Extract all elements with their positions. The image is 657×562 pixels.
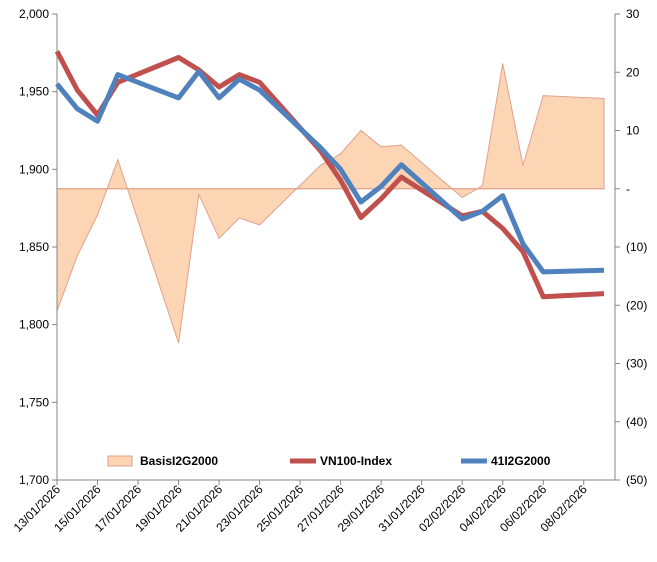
right-axis-label: (40) xyxy=(626,415,647,429)
left-axis-label: 1,850 xyxy=(19,240,49,254)
left-axis-label: 1,750 xyxy=(19,395,49,409)
right-axis-label: (20) xyxy=(626,298,647,312)
lines-layer xyxy=(54,50,605,300)
legend: BasisI2G2000 VN100-Index 41I2G2000 xyxy=(107,454,551,468)
right-axis-label: 10 xyxy=(626,124,640,138)
right-axis-label: (30) xyxy=(626,357,647,371)
left-axis-label: 1,800 xyxy=(19,318,49,332)
legend-label: BasisI2G2000 xyxy=(140,454,218,468)
left-axis-label: 1,900 xyxy=(19,162,49,176)
right-axis-label: 20 xyxy=(626,65,640,79)
legend-label: 41I2G2000 xyxy=(491,454,551,468)
right-axis-label: (50) xyxy=(626,473,647,487)
legend-swatch-area xyxy=(107,455,133,467)
basis-area-layer xyxy=(56,63,605,344)
left-axis-label: 2,000 xyxy=(19,7,49,21)
right-axis-label: (10) xyxy=(626,240,647,254)
basis-area xyxy=(56,63,605,344)
legend-label: VN100-Index xyxy=(320,454,392,468)
right-axis-label: - xyxy=(626,182,630,196)
right-axis-label: 30 xyxy=(626,7,640,21)
left-axis-label: 1,700 xyxy=(19,473,49,487)
left-axis-label: 1,950 xyxy=(19,85,49,99)
series-line-41i2g2000 xyxy=(55,69,605,275)
